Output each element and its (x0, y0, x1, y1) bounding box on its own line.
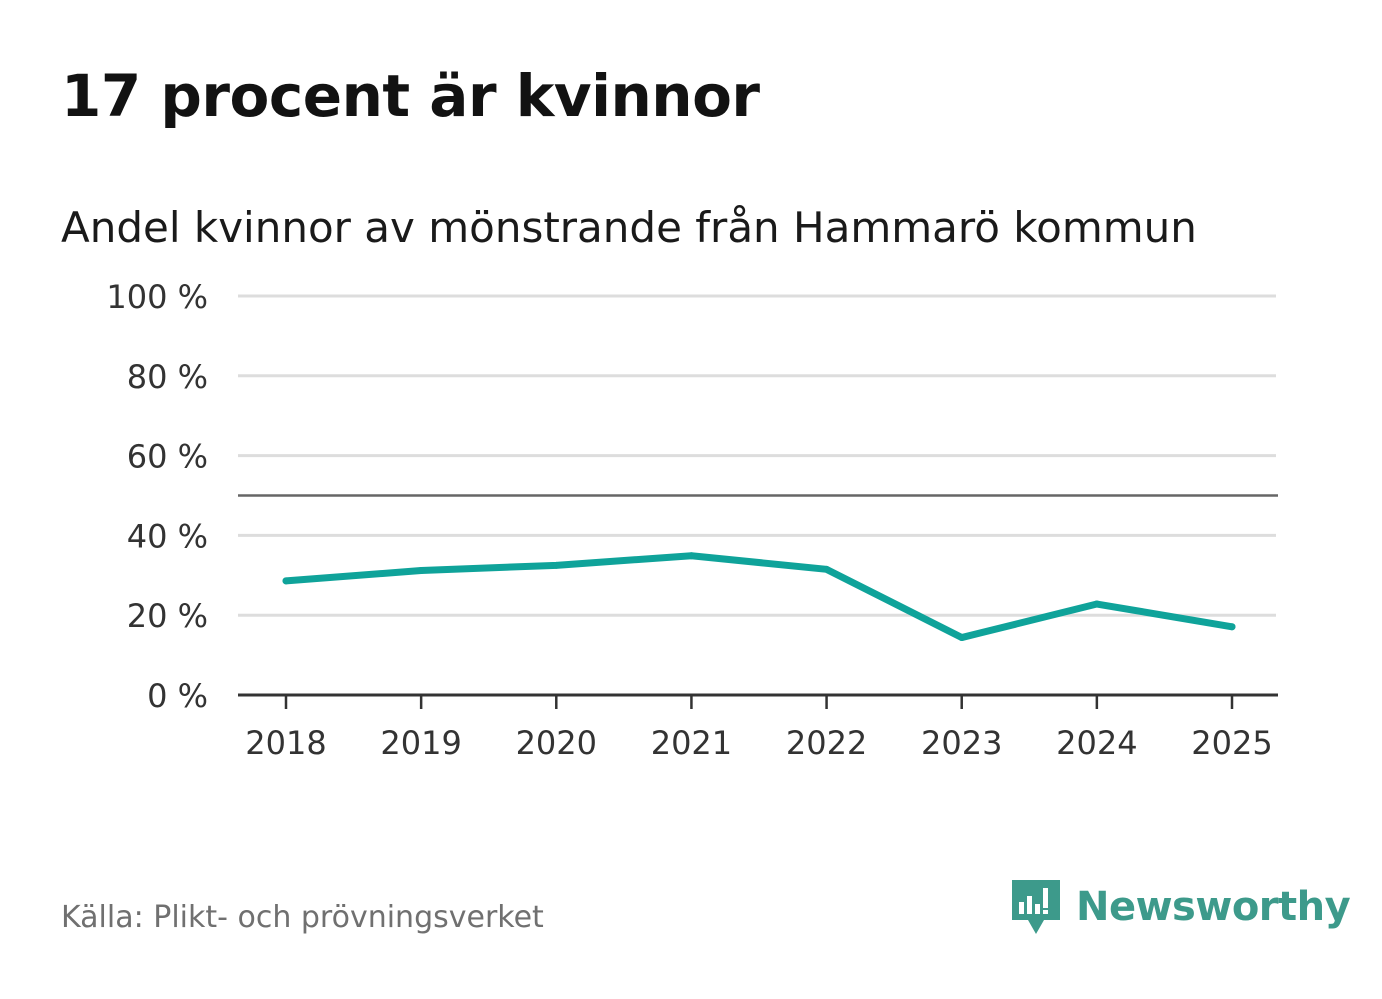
data-point-2018 (282, 577, 290, 585)
axes (238, 693, 1278, 709)
chart-title: 17 procent är kvinnor (61, 62, 760, 130)
y-tick-label: 20 % (127, 597, 208, 635)
y-tick-label: 60 % (127, 438, 208, 476)
gridlines (238, 294, 1276, 617)
x-tick-label: 2020 (516, 724, 597, 762)
chart-subtitle: Andel kvinnor av mönstrande från Hammarö… (61, 203, 1197, 252)
source-note: Källa: Plikt- och prövningsverket (61, 900, 544, 935)
y-tick-label: 40 % (127, 517, 208, 555)
x-tick-label: 2024 (1056, 724, 1137, 762)
tick-labels: 0 % 20 % 40 % 60 % 80 % 100 % 2018 2019 2020 2021… (106, 278, 1272, 762)
x-tick-label: 2019 (380, 724, 461, 762)
y-tick-label: 0 % (147, 677, 208, 715)
newsworthy-logo: Newsworthy (1010, 876, 1351, 938)
data-point-2021 (687, 552, 695, 560)
data-point-2023 (958, 634, 966, 642)
newsworthy-logo-icon (1012, 880, 1060, 934)
data-point-2020 (552, 561, 560, 569)
brand-name: Newsworthy (1076, 884, 1351, 930)
data-point-2025 (1228, 623, 1236, 631)
y-tick-label: 100 % (106, 278, 208, 316)
y-tick-label: 80 % (127, 358, 208, 396)
data-point-2022 (823, 565, 831, 573)
x-tick-label: 2021 (651, 724, 732, 762)
series-line (282, 552, 1236, 642)
x-tick-label: 2023 (921, 724, 1002, 762)
x-tick-label: 2018 (245, 724, 326, 762)
x-tick-label: 2022 (786, 724, 867, 762)
data-point-2019 (417, 567, 425, 575)
series-group (282, 552, 1236, 642)
data-point-2024 (1093, 600, 1101, 608)
x-tick-label: 2025 (1191, 724, 1272, 762)
